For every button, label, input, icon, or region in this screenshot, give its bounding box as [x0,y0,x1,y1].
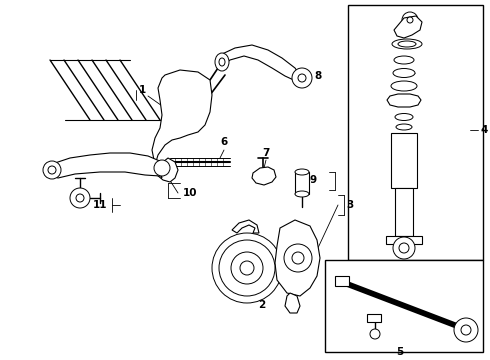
Bar [367,314,381,322]
Circle shape [292,252,304,264]
Polygon shape [152,70,212,182]
Circle shape [370,329,380,339]
Circle shape [231,252,263,284]
Circle shape [240,261,254,275]
Polygon shape [252,167,276,185]
Circle shape [70,188,90,208]
Text: 4: 4 [480,125,488,135]
Circle shape [407,17,413,23]
Circle shape [48,166,56,174]
Ellipse shape [392,39,422,49]
Bar [386,236,422,244]
Text: 3: 3 [346,200,354,210]
Text: 10: 10 [183,188,197,198]
Bar [295,172,309,194]
Polygon shape [48,153,165,178]
Bar [348,5,483,260]
Circle shape [76,194,84,202]
Circle shape [154,160,170,176]
Ellipse shape [394,56,414,64]
Ellipse shape [295,191,309,197]
Ellipse shape [295,169,309,175]
Text: 11: 11 [93,200,107,210]
Circle shape [393,237,415,259]
Circle shape [43,161,61,179]
Ellipse shape [396,124,412,130]
Polygon shape [220,45,302,82]
Text: 9: 9 [310,175,317,185]
Polygon shape [275,220,320,296]
Bar [395,188,413,236]
Polygon shape [394,16,422,38]
Ellipse shape [215,53,229,71]
Bar [391,133,417,188]
Bar [335,276,349,286]
Ellipse shape [393,68,415,77]
Text: 6: 6 [220,137,228,147]
Circle shape [219,240,275,296]
Circle shape [461,325,471,335]
Polygon shape [232,220,259,233]
Circle shape [284,244,312,272]
Circle shape [298,74,306,82]
Ellipse shape [391,81,417,91]
Circle shape [292,68,312,88]
Circle shape [212,233,282,303]
Ellipse shape [219,58,225,66]
Bar [325,260,483,352]
Circle shape [399,243,409,253]
Ellipse shape [398,41,416,47]
Text: 7: 7 [262,148,270,158]
Polygon shape [387,94,421,107]
Polygon shape [285,293,300,313]
Ellipse shape [395,113,413,121]
Text: 5: 5 [396,347,404,357]
Text: 2: 2 [258,300,266,310]
Text: 8: 8 [315,71,321,81]
Circle shape [402,12,418,28]
Text: 1: 1 [138,85,146,95]
Circle shape [454,318,478,342]
